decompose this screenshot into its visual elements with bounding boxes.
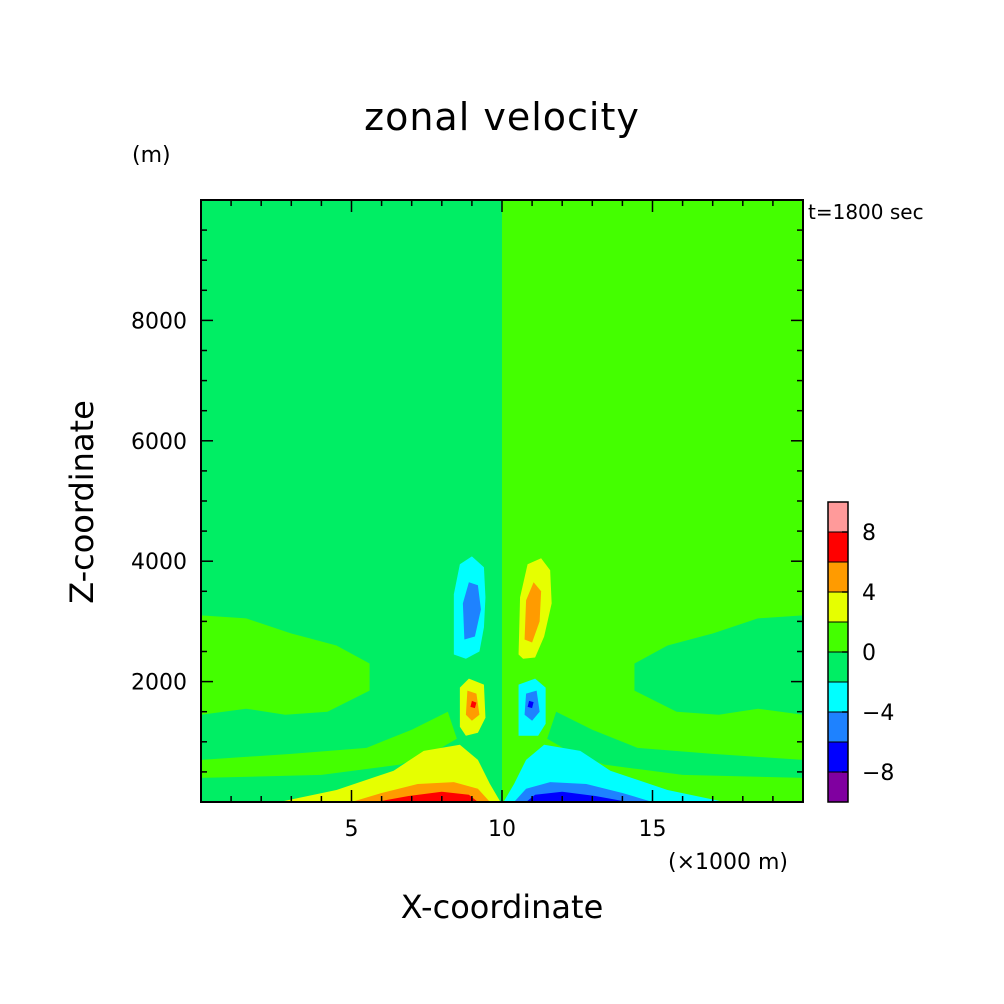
- colorbar-swatch: [827, 711, 849, 743]
- contour-region-12: [375, 791, 478, 802]
- colorbar-swatch: [827, 771, 849, 803]
- colorbar: −8 −4 0 4 8: [827, 501, 894, 803]
- colorbar-swatch: [827, 621, 849, 653]
- y-tick-label: 6000: [131, 430, 187, 455]
- contour-region-9: [527, 700, 534, 709]
- chart-title: zonal velocity: [364, 95, 640, 139]
- y-tick-label: 4000: [131, 550, 187, 575]
- x-tick-label: 10: [488, 817, 516, 842]
- contour-region-6: [470, 700, 477, 709]
- contour-field: [201, 200, 803, 802]
- colorbar-swatch: [827, 651, 849, 683]
- contour-region-3: [524, 582, 542, 643]
- colorbar-swatch: [827, 741, 849, 773]
- lower-right-band: [547, 711, 803, 778]
- colorbar-tick-label: −8: [862, 761, 894, 786]
- colorbar-swatch: [827, 531, 849, 563]
- colorbar-swatch: [827, 681, 849, 713]
- time-annotation: t=1800 sec: [808, 200, 924, 224]
- x-unit-label: (×1000 m): [668, 850, 789, 875]
- left-band: [201, 615, 370, 715]
- y-tick-label: 2000: [131, 671, 187, 696]
- field-background-left: [201, 200, 502, 802]
- contour-region-15: [526, 791, 629, 802]
- x-tick-label: 5: [345, 817, 359, 842]
- y-tick-label: 8000: [131, 309, 187, 334]
- colorbar-tick-label: 4: [862, 581, 876, 606]
- x-axis-label: X-coordinate: [400, 888, 604, 926]
- colorbar-tick-label: 8: [862, 521, 876, 546]
- lower-left-band: [201, 711, 457, 778]
- field-background-right: [502, 200, 803, 802]
- colorbar-swatch: [827, 501, 849, 533]
- colorbar-tick-label: 0: [862, 641, 876, 666]
- right-band: [634, 615, 803, 715]
- colorbar-swatch: [827, 561, 849, 593]
- x-tick-label: 15: [639, 817, 667, 842]
- y-unit-label: (m): [132, 143, 171, 168]
- plot-axes: 5 10 15 2000 4000 6000 8000: [131, 199, 804, 842]
- colorbar-swatch: [827, 591, 849, 623]
- contour-region-1: [462, 582, 481, 640]
- colorbar-tick-label: −4: [862, 701, 894, 726]
